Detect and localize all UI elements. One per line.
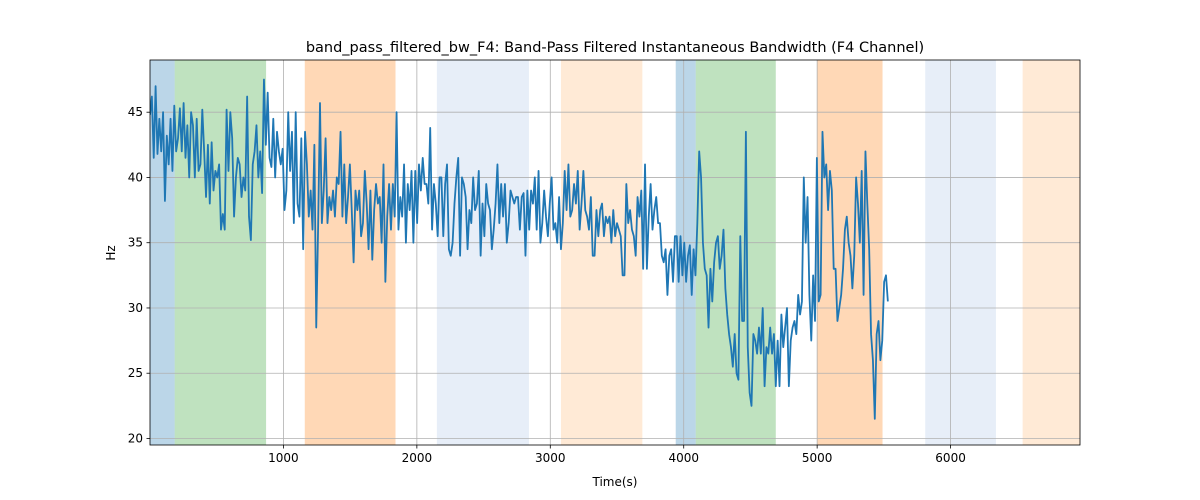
y-tick-label: 35 [128,236,143,250]
highlight-band-6 [675,60,696,445]
x-axis-label: Time(s) [592,475,638,489]
chart-title: band_pass_filtered_bw_F4: Band-Pass Filt… [306,40,924,56]
y-axis-label: Hz [104,245,118,260]
highlight-band-9 [925,60,996,445]
x-axis-ticks: 1000 2000 3000 4000 5000 6000 [268,445,966,465]
highlight-band-10 [1022,60,1080,445]
x-tick-label: 6000 [935,451,966,465]
y-tick-label: 45 [128,105,143,119]
highlight-band-7 [695,60,776,445]
highlight-bands [150,60,1080,445]
highlight-band-5 [560,60,643,445]
y-axis-ticks: 20 25 30 35 40 45 [128,105,150,445]
highlight-band-2 [174,60,267,445]
y-tick-label: 30 [128,301,143,315]
series-line [150,78,889,420]
y-tick-label: 25 [128,366,143,380]
x-tick-label: 3000 [535,451,566,465]
y-tick-label: 40 [128,170,143,184]
grid [150,60,1080,445]
x-tick-label: 1000 [268,451,299,465]
highlight-band-4 [436,60,529,445]
x-tick-label: 2000 [402,451,433,465]
x-tick-label: 4000 [668,451,699,465]
plot-frame [149,59,1081,446]
y-tick-label: 20 [128,431,143,445]
x-tick-label: 5000 [802,451,833,465]
